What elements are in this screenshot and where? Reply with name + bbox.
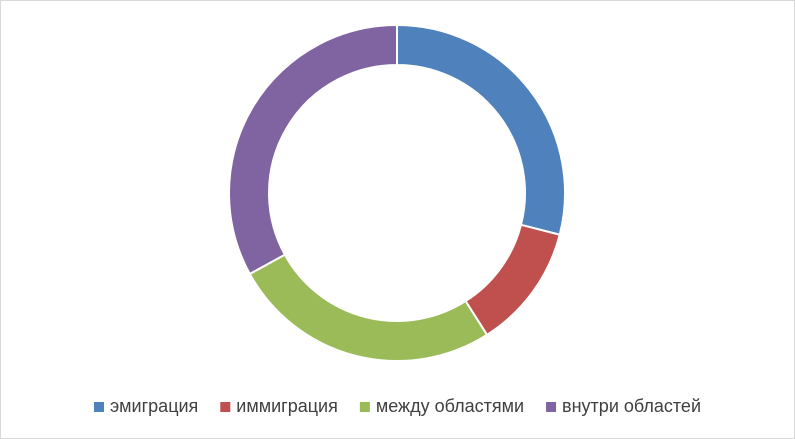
legend-swatch	[546, 402, 557, 412]
legend-swatch	[359, 402, 370, 412]
donut-slice	[227, 23, 398, 276]
donut	[227, 23, 566, 362]
legend: эмиграция иммиграция между областями внутри…	[93, 396, 701, 416]
legend-item: между областями	[359, 396, 524, 416]
legend-item: эмиграция	[93, 396, 198, 416]
legend-swatch	[93, 402, 104, 412]
legend-item: внутри областей	[546, 396, 701, 416]
legend-label: внутри областей	[562, 396, 701, 416]
legend-item: иммиграция	[220, 396, 338, 416]
legend-swatch	[220, 402, 231, 412]
legend-label: между областями	[376, 396, 524, 416]
legend-label: эмиграция	[110, 396, 198, 416]
legend-label: иммиграция	[236, 396, 338, 416]
